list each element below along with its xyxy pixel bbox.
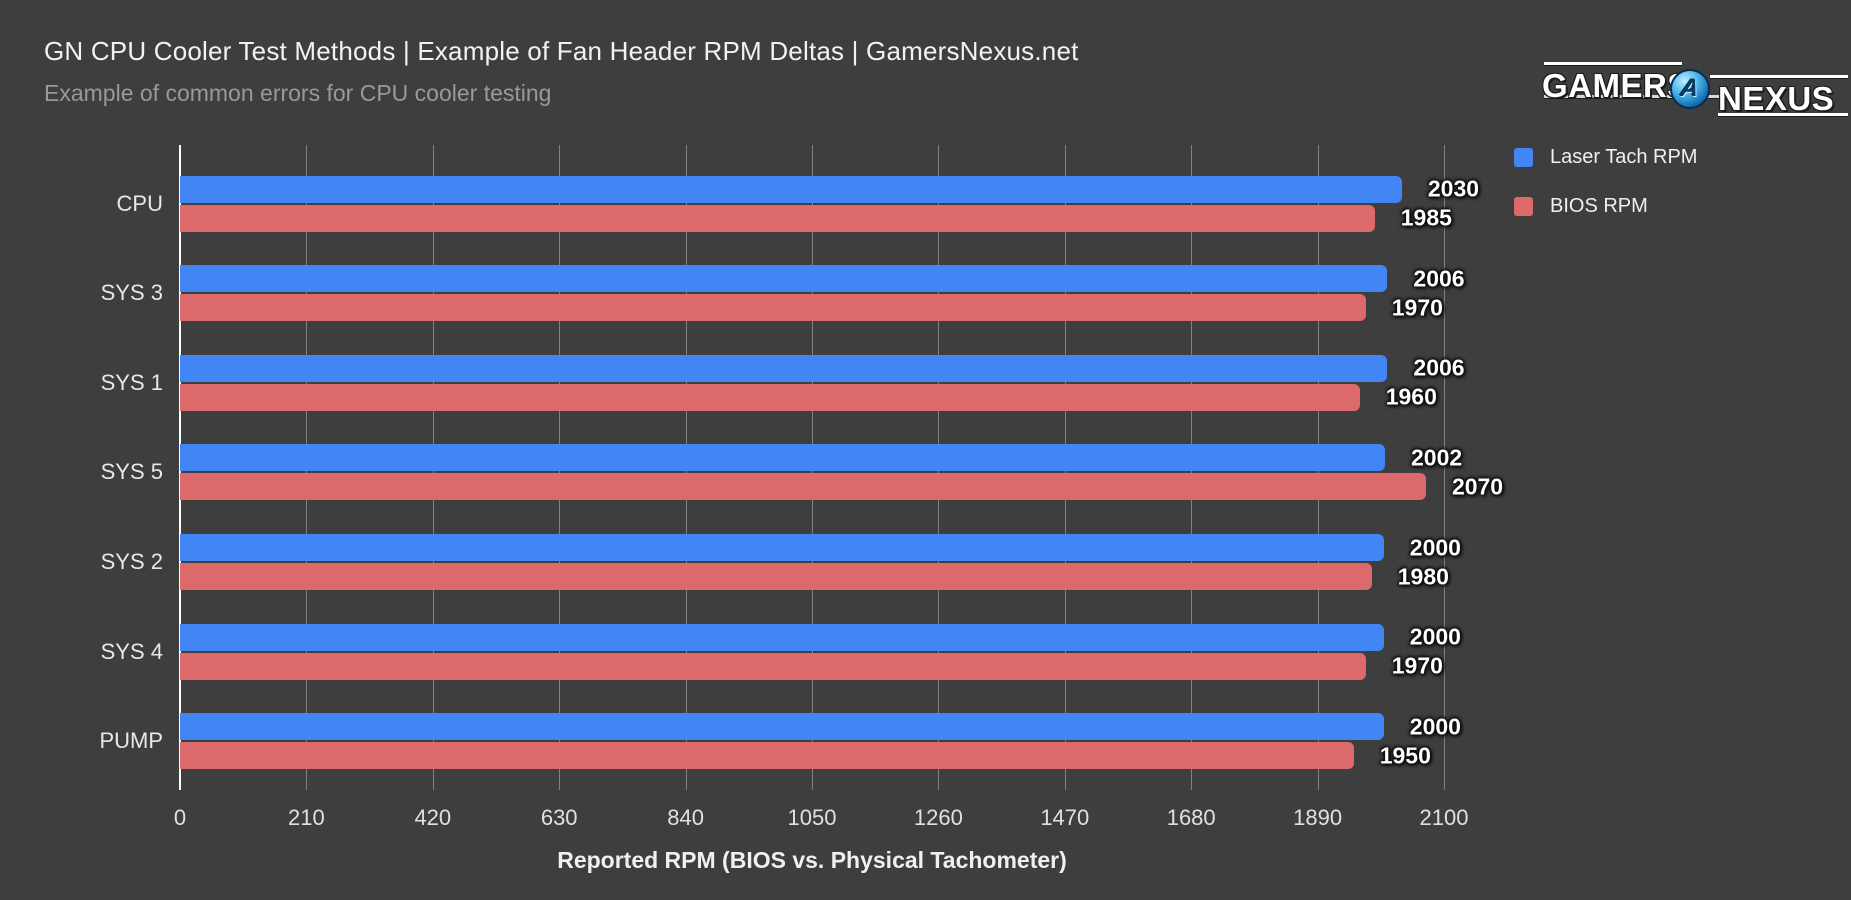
category-label-sys-5: SYS 5: [100, 459, 163, 485]
logo-orb-letter: A: [1679, 75, 1701, 102]
logo-overline-right: [1710, 75, 1848, 78]
bar-group-sys-1: SYS 1 2006 1960: [101, 354, 1465, 411]
bar-sys-5-bios-rpm: [180, 473, 1426, 501]
x-axis-ticks: 0 210 420 630 840 1050 1260 1470 1680 1890 2100: [174, 790, 1469, 830]
x-tick-label-1680: 1680: [1166, 805, 1216, 830]
legend-label-bios-rpm: BIOS RPM: [1550, 195, 1648, 217]
category-label-sys-4: SYS 4: [100, 638, 163, 664]
bar-rows: CPU 2030 1985 SYS 3 2006 1970 SYS 1 2006 1960 SYS…: [99, 145, 1503, 790]
category-label-pump: PUMP: [99, 728, 163, 754]
bar-track-cpu-laser-tach-rpm: 2030: [180, 175, 1479, 203]
bar-group-sys-2: SYS 2 2000 1980: [101, 534, 1461, 591]
bar-sys-4-bios-rpm: [180, 652, 1366, 680]
logo-gamers-text: GAMERS: [1542, 67, 1690, 104]
bar-sys-1-laser-tach-rpm: [180, 354, 1388, 382]
bar-value-sys-1-bios-rpm: 1960: [1385, 383, 1437, 410]
bar-value-pump-bios-rpm: 1950: [1379, 742, 1431, 769]
bar-value-sys-3-laser-tach-rpm: 2006: [1413, 265, 1465, 292]
x-tick-label-840: 840: [667, 805, 704, 830]
legend-label-laser-tach-rpm: Laser Tach RPM: [1550, 146, 1698, 168]
page-title: GN CPU Cooler Test Methods | Example of …: [44, 36, 1079, 66]
bar-sys-3-laser-tach-rpm: [180, 265, 1388, 293]
gamersnexus-logo: GAMERS A NEXUS: [1542, 56, 1848, 122]
bar-cpu-bios-rpm: [180, 204, 1375, 232]
x-axis-title: Reported RPM (BIOS vs. Physical Tachomet…: [557, 847, 1067, 873]
x-tick-label-1470: 1470: [1040, 805, 1090, 830]
bar-pump-bios-rpm: [180, 742, 1354, 770]
bar-track-cpu-bios-rpm: 1985: [180, 204, 1452, 232]
bar-sys-3-bios-rpm: [180, 294, 1366, 322]
legend-item-laser-tach-rpm: Laser Tach RPM: [1514, 146, 1697, 169]
legend-item-bios-rpm: BIOS RPM: [1514, 195, 1697, 218]
bar-value-sys-1-laser-tach-rpm: 2006: [1413, 354, 1465, 381]
bar-value-sys-5-laser-tach-rpm: 2002: [1411, 444, 1463, 471]
category-label-sys-1: SYS 1: [100, 369, 163, 395]
bar-sys-2-bios-rpm: [180, 563, 1372, 591]
bar-track-sys-3-laser-tach-rpm: 2006: [180, 265, 1465, 293]
bar-sys-2-laser-tach-rpm: [180, 534, 1384, 562]
logo-midline-left: [1544, 95, 1719, 98]
logo-nexus-text: NEXUS: [1718, 80, 1835, 117]
bar-value-sys-5-bios-rpm: 2070: [1451, 473, 1504, 500]
bar-value-pump-laser-tach-rpm: 2000: [1409, 713, 1461, 740]
legend-swatch-laser-tach-rpm: [1514, 148, 1533, 167]
logo-overline-left: [1544, 62, 1682, 65]
x-tick-label-2100: 2100: [1419, 805, 1469, 830]
bar-group-pump: PUMP 2000 1950: [99, 713, 1461, 770]
bar-value-sys-4-bios-rpm: 1970: [1391, 652, 1443, 679]
page-subtitle: Example of common errors for CPU cooler …: [44, 80, 552, 106]
logo-orb-icon: A: [1670, 69, 1710, 109]
x-tick-label-1260: 1260: [913, 805, 963, 830]
x-tick-label-1050: 1050: [787, 805, 837, 830]
bar-track-sys-5-laser-tach-rpm: 2002: [180, 444, 1462, 472]
bar-cpu-laser-tach-rpm: [180, 175, 1402, 203]
bar-track-sys-3-bios-rpm: 1970: [180, 294, 1444, 322]
bar-group-sys-5: SYS 5 2002 2070: [101, 444, 1503, 501]
bar-group-cpu: CPU 2030 1985: [117, 175, 1479, 232]
bar-value-sys-2-bios-rpm: 1980: [1397, 563, 1449, 590]
bar-value-cpu-bios-rpm: 1985: [1400, 204, 1452, 231]
x-tick-label-210: 210: [288, 805, 325, 830]
legend: Laser Tach RPM BIOS RPM: [1514, 146, 1697, 244]
bar-group-sys-3: SYS 3 2006 1970: [101, 265, 1465, 322]
bar-value-cpu-laser-tach-rpm: 2030: [1427, 175, 1480, 202]
bar-value-sys-2-laser-tach-rpm: 2000: [1409, 534, 1461, 561]
bar-sys-1-bios-rpm: [180, 383, 1360, 411]
bar-value-sys-3-bios-rpm: 1970: [1391, 294, 1443, 321]
bar-group-sys-4: SYS 4 2000 1970: [101, 623, 1461, 680]
bar-sys-4-laser-tach-rpm: [180, 623, 1384, 651]
x-tick-label-1890: 1890: [1293, 805, 1343, 830]
bar-track-sys-1-bios-rpm: 1960: [180, 383, 1444, 411]
bar-track-sys-2-laser-tach-rpm: 2000: [180, 534, 1461, 562]
category-label-sys-3: SYS 3: [100, 280, 163, 306]
bar-track-sys-5-bios-rpm: 2070: [180, 473, 1503, 501]
plot-area: CPU 2030 1985 SYS 3 2006 1970 SYS 1 2006 1960 SYS…: [99, 145, 1503, 830]
bar-value-sys-4-laser-tach-rpm: 2000: [1409, 623, 1461, 650]
gridline-2100: [1444, 145, 1445, 790]
bar-track-sys-4-bios-rpm: 1970: [180, 652, 1444, 680]
logo-underline-right: [1718, 113, 1848, 116]
bar-track-pump-laser-tach-rpm: 2000: [180, 713, 1461, 741]
legend-swatch-bios-rpm: [1514, 197, 1533, 216]
x-tick-label-420: 420: [414, 805, 452, 830]
bar-track-sys-1-laser-tach-rpm: 2006: [180, 354, 1465, 382]
bar-track-pump-bios-rpm: 1950: [180, 742, 1444, 770]
x-tick-label-630: 630: [540, 805, 578, 830]
bar-pump-laser-tach-rpm: [180, 713, 1384, 741]
x-tick-label-0: 0: [173, 805, 187, 830]
category-label-cpu: CPU: [116, 190, 163, 216]
bar-sys-5-laser-tach-rpm: [180, 444, 1385, 472]
bar-track-sys-2-bios-rpm: 1980: [180, 563, 1449, 591]
bar-track-sys-4-laser-tach-rpm: 2000: [180, 623, 1461, 651]
category-label-sys-2: SYS 2: [100, 549, 163, 575]
